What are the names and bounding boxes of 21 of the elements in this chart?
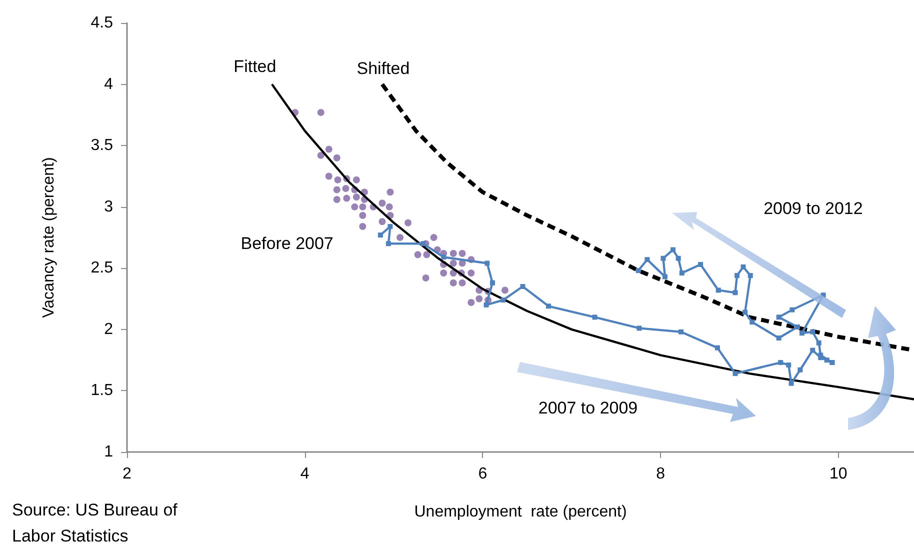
x-tick-label: 8 [656, 466, 666, 482]
y-tick-label: 1 [104, 444, 114, 460]
y-tick-label: 1.5 [90, 382, 114, 400]
y-tick-label: 3 [104, 198, 114, 216]
x-axis-title: Unemployment rate (percent) [414, 504, 627, 520]
series-label: Shifted [356, 58, 410, 78]
y-tick-label: 4 [104, 76, 114, 93]
y-tick-label: 2.5 [90, 260, 114, 277]
x-tick-label: 2 [122, 466, 132, 482]
series-label: Fitted [234, 56, 276, 76]
annotation: 2007 to 2009 [538, 398, 638, 418]
series-label: Before 2007 [240, 234, 334, 253]
text: 2009 to 2012 [764, 199, 863, 218]
x-tick-label: 4 [300, 466, 310, 482]
y-tick-label: 2 [104, 320, 114, 338]
y-tick-label: 4.5 [90, 14, 114, 32]
y-axis-title: Vacancy rate (percent) [40, 157, 58, 318]
x-tick-label: 6 [478, 466, 488, 482]
source-note: Source: US Bureau of Labor Statistics [12, 500, 182, 546]
x-tick-label: 10 [830, 466, 848, 482]
y-tick-label: 3.5 [90, 137, 114, 154]
